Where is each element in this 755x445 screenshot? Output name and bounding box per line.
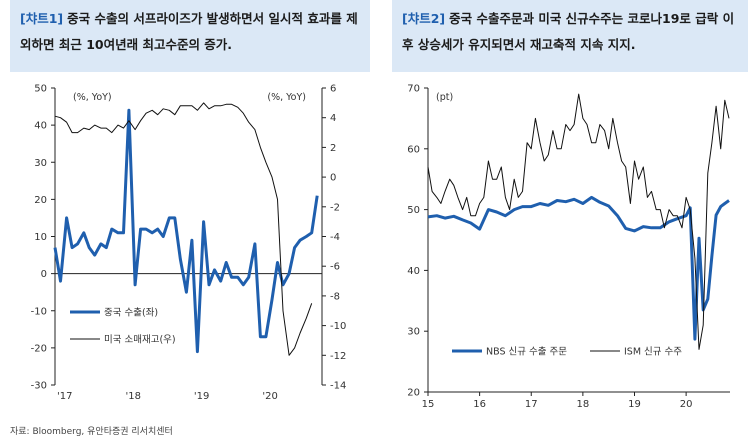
chart2-legend-label: ISM 신규 수주 bbox=[624, 347, 682, 358]
chart2-y-tick-label: 70 bbox=[407, 84, 420, 95]
chart1-right-tick-label: 2 bbox=[330, 143, 336, 154]
chart1-right-tick-label: -6 bbox=[330, 262, 340, 273]
chart2-x-tick-label: 19 bbox=[628, 399, 641, 410]
chart2-y-tick-label: 50 bbox=[407, 205, 420, 216]
chart1-right-tick-label: 0 bbox=[330, 173, 336, 184]
source-note: 자료: Bloomberg, 유안타증권 리서치센터 bbox=[10, 427, 173, 437]
chart2-y-tick-label: 20 bbox=[407, 388, 420, 399]
chart2-y-tick-label: 40 bbox=[407, 266, 420, 277]
chart1-legend-label: 미국 소매재고(우) bbox=[104, 335, 176, 346]
chart1-series-china-exports bbox=[53, 108, 319, 354]
chart1-right-tick-label: -2 bbox=[330, 202, 340, 213]
chart2-tag: [챠트2] bbox=[402, 11, 446, 26]
chart1-left-tick-label: 30 bbox=[34, 158, 47, 169]
chart2-x-tick-label: 15 bbox=[422, 399, 435, 410]
chart1-right-tick-label: -14 bbox=[330, 381, 346, 392]
chart1-right-tick-label: -12 bbox=[330, 351, 346, 362]
chart2-x-tick-label: 18 bbox=[577, 399, 590, 410]
chart2-x-tick-label: 20 bbox=[680, 399, 693, 410]
chart1-right-tick-label: 6 bbox=[330, 84, 336, 95]
chart1-right-tick-label: -8 bbox=[330, 291, 340, 302]
chart2-title-box: [챠트2] 중국 수출주문과 미국 신규수주는 코로나19로 급락 이후 상승세가… bbox=[392, 0, 748, 72]
chart1-left-tick-label: 50 bbox=[34, 84, 47, 95]
chart2-unit: (pt) bbox=[436, 92, 453, 103]
chart2-y-tick-label: 30 bbox=[407, 327, 420, 338]
chart1-legend-label: 중국 수출(좌) bbox=[104, 308, 158, 319]
chart1-left-tick-label: 20 bbox=[34, 195, 47, 206]
chart2-series-ism-new-orders bbox=[427, 93, 730, 350]
chart2-x-tick-label: 17 bbox=[525, 399, 538, 410]
chart1-left-tick-label: 0 bbox=[41, 269, 47, 280]
chart2-y-tick-label: 60 bbox=[407, 144, 420, 155]
chart1-x-tick-label: '19 bbox=[194, 391, 209, 402]
chart2-legend-label: NBS 신규 수출 주문 bbox=[486, 347, 567, 358]
chart1-left-tick-label: -30 bbox=[31, 381, 47, 392]
chart1-right-unit: (%, YoY) bbox=[267, 92, 306, 103]
chart1-title-box: [챠트1] 중국 수출의 서프라이즈가 발생하면서 일시적 효과를 제외하면 최근… bbox=[10, 0, 370, 72]
chart1-x-tick-label: '17 bbox=[57, 391, 72, 402]
chart1-left-tick-label: 10 bbox=[34, 232, 47, 243]
chart2-title: 중국 수출주문과 미국 신규수주는 코로나19로 급락 이후 상승세가 유지되면… bbox=[402, 11, 735, 52]
chart1-tag: [챠트1] bbox=[20, 11, 64, 26]
chart2-x-tick-label: 16 bbox=[473, 399, 486, 410]
chart1-left-tick-label: 40 bbox=[34, 121, 47, 132]
chart1-right-tick-label: 4 bbox=[330, 113, 336, 124]
chart1-left-tick-label: -20 bbox=[31, 343, 47, 354]
chart1-x-tick-label: '20 bbox=[262, 391, 277, 402]
chart1-title: 중국 수출의 서프라이즈가 발생하면서 일시적 효과를 제외하면 최근 10여년… bbox=[20, 11, 358, 52]
chart1-right-tick-label: -4 bbox=[330, 232, 340, 243]
chart1-x-tick-label: '18 bbox=[125, 391, 140, 402]
chart1-left-tick-label: -10 bbox=[31, 306, 47, 317]
chart1-series-us-retail-inventory bbox=[54, 102, 313, 356]
chart2-series-nbs-export-orders bbox=[427, 195, 730, 341]
chart1-left-unit: (%, YoY) bbox=[73, 92, 112, 103]
chart1-right-tick-label: -10 bbox=[330, 321, 346, 332]
